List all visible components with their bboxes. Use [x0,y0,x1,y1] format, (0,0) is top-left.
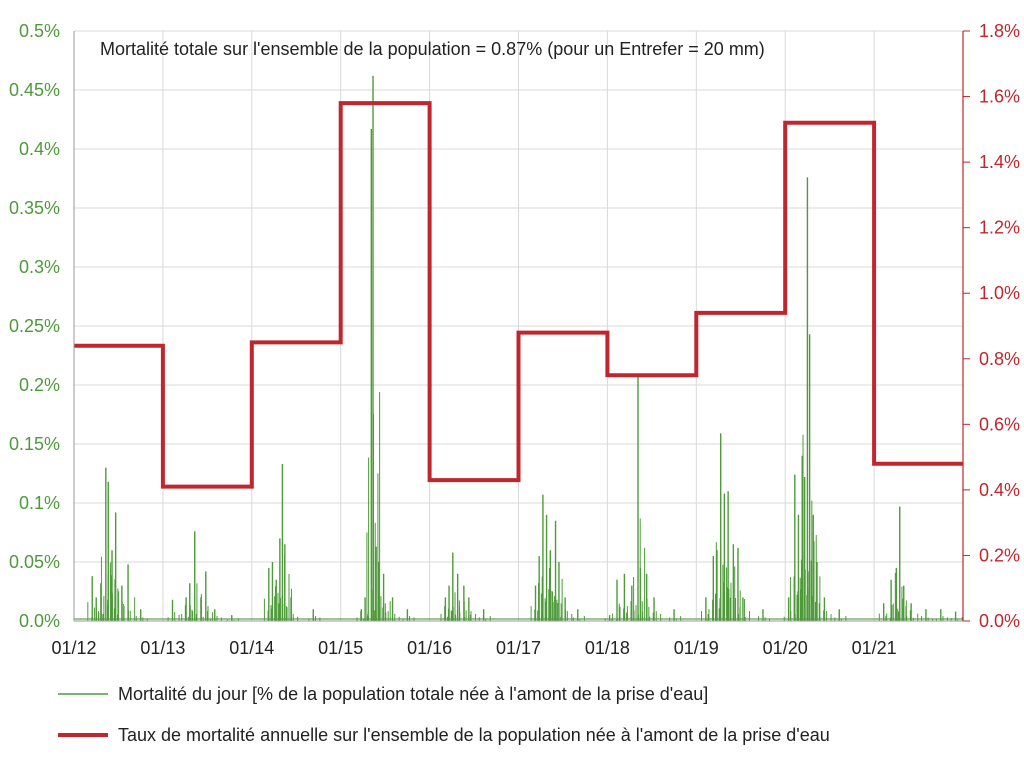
annual-mortality-series [74,101,963,489]
left-axis-tick-label: 0.15% [9,434,60,454]
right-axis-tick-label: 1.8% [979,21,1020,41]
right-axis-tick-label: 1.0% [979,283,1020,303]
right-axis-tick-label: 1.6% [979,87,1020,107]
right-axis-tick-label: 0.8% [979,349,1020,369]
right-axis-tick-label: 0.0% [979,611,1020,631]
left-axis-tick-label: 0.35% [9,198,60,218]
legend: Mortalité du jour [% de la population to… [58,684,830,745]
grid [73,30,964,622]
x-axis-tick-label: 01/13 [140,638,185,658]
x-axis-tick-label: 01/21 [852,638,897,658]
left-axis-tick-label: 0.4% [19,139,60,159]
left-axis-tick-label: 0.0% [19,611,60,631]
left-axis-tick-label: 0.45% [9,80,60,100]
x-axis-tick-label: 01/18 [585,638,630,658]
left-axis-tick-label: 0.1% [19,493,60,513]
x-axis-tick-label: 01/15 [318,638,363,658]
left-axis-ticks: 0.0% 0.05% 0.1% 0.15% 0.2% 0.25% 0.3% 0.35% 0.4%… [9,21,60,631]
right-axis-tick-label: 1.2% [979,218,1020,238]
x-axis-tick-label: 01/16 [407,638,452,658]
axes [73,31,964,622]
x-axis-ticks: 01/12 01/13 01/14 01/15 01/16 01/17 01/18 01/19… [51,638,896,658]
x-axis-tick-label: 01/12 [51,638,96,658]
chart-annotation: Mortalité totale sur l'ensemble de la po… [100,39,765,59]
annual-mortality-step-line [74,101,963,489]
left-axis-tick-label: 0.2% [19,375,60,395]
right-axis-tick-label: 0.2% [979,545,1020,565]
right-axis-ticks: 0.0% 0.2% 0.4% 0.6% 0.8% 1.0% 1.2% 1.4% 1.6% 1.8% [963,21,1020,631]
left-axis-tick-label: 0.5% [19,21,60,41]
x-axis-tick-label: 01/20 [763,638,808,658]
left-axis-tick-label: 0.3% [19,257,60,277]
x-axis-tick-label: 01/19 [674,638,719,658]
x-axis-tick-label: 01/17 [496,638,541,658]
right-axis-tick-label: 1.4% [979,152,1020,172]
legend-label-daily: Mortalité du jour [% de la population to… [118,684,708,704]
legend-label-annual: Taux de mortalité annuelle sur l'ensembl… [118,725,830,745]
daily-mortality-series [74,75,963,621]
left-axis-tick-label: 0.25% [9,316,60,336]
x-axis-tick-label: 01/14 [229,638,274,658]
left-axis-tick-label: 0.05% [9,552,60,572]
right-axis-tick-label: 0.4% [979,480,1020,500]
right-axis-tick-label: 0.6% [979,414,1020,434]
